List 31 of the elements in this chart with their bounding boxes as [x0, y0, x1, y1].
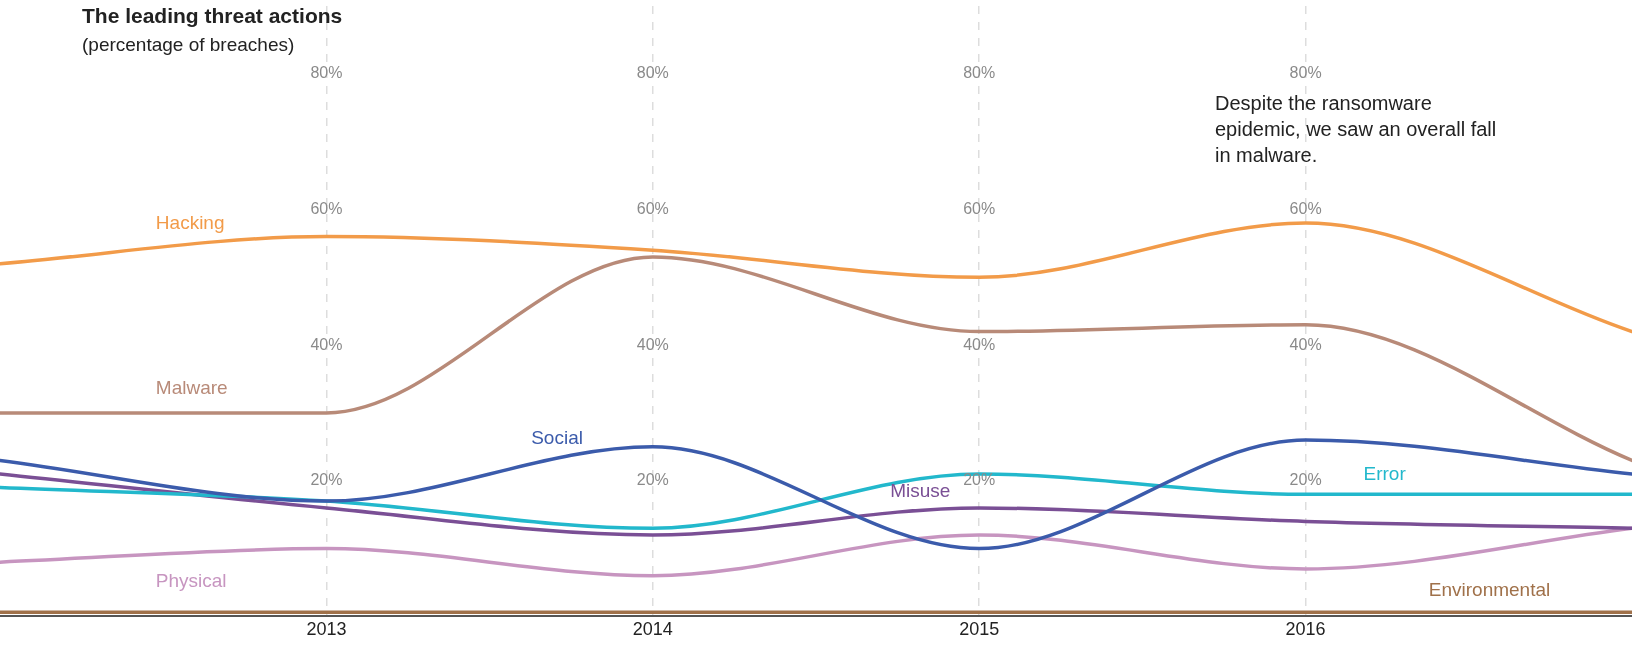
text: 40% [1289, 335, 1322, 353]
x-tick-label: 2015 [959, 619, 1000, 640]
text: 40% [636, 335, 669, 353]
annotation: Despite the ransomware epidemic, we saw an overall fall in malware. [1215, 91, 1498, 168]
series-label: Error [1363, 462, 1407, 484]
y-tick-label: 80% [310, 64, 343, 82]
line-series [0, 255, 1632, 463]
series-label: Physical [155, 570, 227, 592]
series-label: Social [531, 426, 583, 448]
y-tick-label: 40% [310, 335, 343, 353]
text: 60% [636, 199, 669, 217]
series-label: Misuse [890, 480, 951, 502]
x-tick-label: 2016 [1285, 619, 1326, 640]
x-tick-label: 2013 [306, 619, 347, 640]
series-label: Hacking [155, 211, 225, 233]
text: 20% [963, 471, 996, 489]
text: (percentage of breaches) [82, 34, 295, 56]
series-label: Malware [155, 377, 228, 399]
text: 60% [963, 199, 996, 217]
y-tick-label: 60% [310, 199, 343, 217]
text: 60% [1289, 199, 1322, 217]
y-tick-label: 20% [310, 471, 343, 489]
text: 80% [636, 64, 669, 82]
chart-title: The leading threat actions [82, 4, 343, 28]
text: 80% [1289, 64, 1322, 82]
text: 20% [1289, 471, 1322, 489]
text: 20% [636, 471, 669, 489]
text: 80% [963, 64, 996, 82]
series-label: Environmental [1428, 578, 1551, 600]
text: 40% [963, 335, 996, 353]
x-tick-label: 2014 [632, 619, 673, 640]
